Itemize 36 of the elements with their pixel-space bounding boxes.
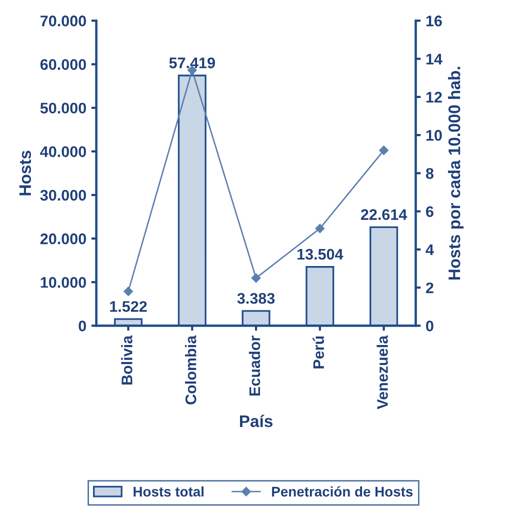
point (379, 146, 388, 155)
y2-tick-label: 2 (426, 282, 434, 294)
point (315, 224, 325, 234)
x-tick-label: Ecuador (248, 336, 260, 396)
y-tick-label: 20.000 (40, 233, 86, 244)
y2-tick-label: 12 (426, 92, 442, 102)
x-tick-label: Venezuela (376, 335, 388, 410)
legend-label: Penetración de Hosts (272, 486, 413, 497)
x-tick-label: Bolivia (121, 335, 132, 384)
y2-tick-label: 4 (426, 244, 434, 255)
data-label: 3.383 (237, 292, 275, 304)
y-tick-label: 10.000 (40, 277, 86, 288)
data-label: 22.614 (360, 209, 408, 220)
legend-label: Hosts total (134, 486, 204, 497)
point (124, 286, 133, 296)
y-tick-label: 0 (78, 320, 86, 332)
y2-axis-title: Hosts por cada 10.000 hab. (448, 66, 464, 280)
x-axis-title: País (240, 414, 272, 428)
y-tick-label: 60.000 (40, 59, 86, 70)
y-tick-label: 30.000 (40, 190, 86, 201)
point (251, 273, 261, 283)
data-label: 57.419 (169, 58, 215, 68)
x-tick-label: Colombia (185, 335, 196, 404)
x-tick-label: Perú (312, 336, 324, 368)
y2-tick-label: 16 (426, 16, 442, 26)
y2-tick-label: 0 (426, 320, 434, 332)
y2-tick-label: 14 (426, 54, 442, 64)
y2-tick-label: 6 (426, 206, 434, 218)
data-label: 1.522 (110, 301, 147, 312)
y-tick-label: 40.000 (40, 146, 86, 158)
y2-tick-label: 8 (426, 168, 434, 179)
data-label: 13.504 (298, 248, 344, 260)
y-axis-title: Hosts (19, 150, 32, 196)
y2-tick-label: 10 (426, 130, 442, 141)
y-tick-label: 50.000 (40, 102, 86, 114)
y-tick-label: 70.000 (40, 16, 86, 26)
